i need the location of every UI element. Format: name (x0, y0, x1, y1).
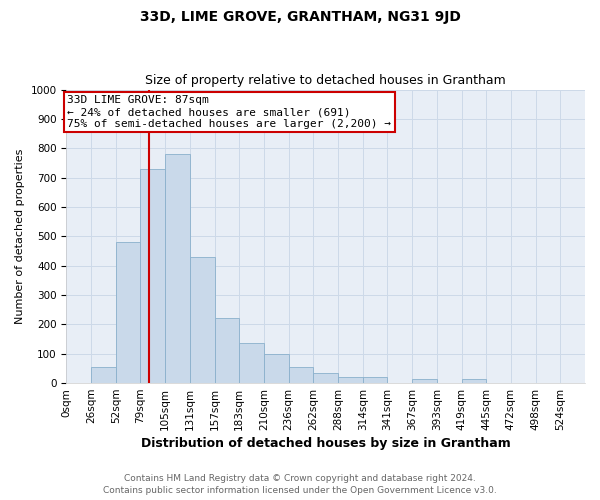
Bar (165, 154, 190, 383)
Bar (116, 242, 140, 383)
Bar (91, 367, 116, 383)
Bar (313, 373, 338, 383)
Bar (239, 344, 264, 383)
X-axis label: Distribution of detached houses by size in Grantham: Distribution of detached houses by size … (141, 437, 511, 450)
Bar (190, 257, 215, 383)
Text: 33D, LIME GROVE, GRANTHAM, NG31 9JD: 33D, LIME GROVE, GRANTHAM, NG31 9JD (140, 10, 460, 24)
Bar (140, 169, 165, 383)
Title: Size of property relative to detached houses in Grantham: Size of property relative to detached ho… (145, 74, 506, 87)
Bar (363, 377, 388, 383)
Bar (215, 318, 239, 383)
Bar (289, 367, 313, 383)
Bar (461, 378, 486, 383)
Bar (264, 354, 289, 383)
Bar (338, 377, 363, 383)
Text: Contains HM Land Registry data © Crown copyright and database right 2024.
Contai: Contains HM Land Registry data © Crown c… (103, 474, 497, 495)
Y-axis label: Number of detached properties: Number of detached properties (15, 148, 25, 324)
Bar (412, 378, 437, 383)
Text: 33D LIME GROVE: 87sqm
← 24% of detached houses are smaller (691)
75% of semi-det: 33D LIME GROVE: 87sqm ← 24% of detached … (67, 96, 391, 128)
